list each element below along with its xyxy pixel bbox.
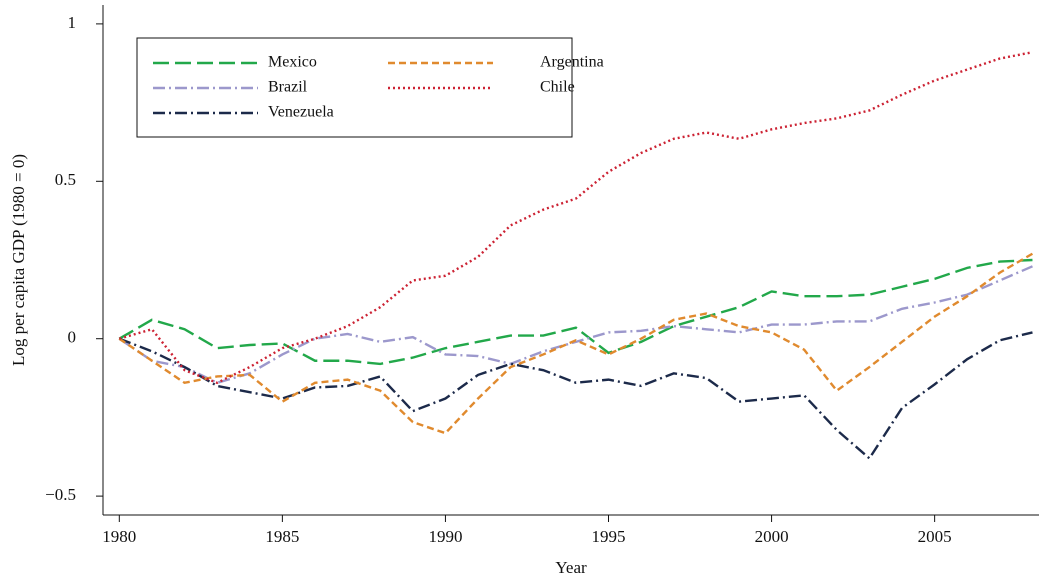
- legend-label: Brazil: [268, 79, 308, 96]
- legend-label: Argentina: [540, 54, 604, 71]
- y-tick-label: −0.5: [45, 485, 76, 504]
- y-axis-title: Log per capita GDP (1980 = 0): [9, 154, 28, 366]
- series-line: [118, 258, 1033, 366]
- y-tick-label: 0: [68, 328, 77, 347]
- series-line: [118, 51, 1033, 385]
- legend-box: [136, 37, 573, 138]
- x-tick-label: 2005: [918, 527, 952, 546]
- x-tick-label: 1980: [102, 527, 136, 546]
- x-tick-label: 2000: [755, 527, 789, 546]
- legend-label: Venezuela: [268, 104, 334, 121]
- x-tick-label: 1985: [265, 527, 299, 546]
- series-line: [118, 331, 1033, 461]
- x-tick-label: 1995: [592, 527, 626, 546]
- x-axis-title: Year: [555, 558, 587, 577]
- y-tick-label: 1: [68, 13, 77, 32]
- y-tick-label: 0.5: [55, 170, 76, 189]
- series-line: [118, 252, 1034, 435]
- legend-label: Mexico: [268, 54, 317, 71]
- series-line: [118, 265, 1033, 385]
- legend-label: Chile: [540, 79, 575, 96]
- x-tick-label: 1990: [428, 527, 462, 546]
